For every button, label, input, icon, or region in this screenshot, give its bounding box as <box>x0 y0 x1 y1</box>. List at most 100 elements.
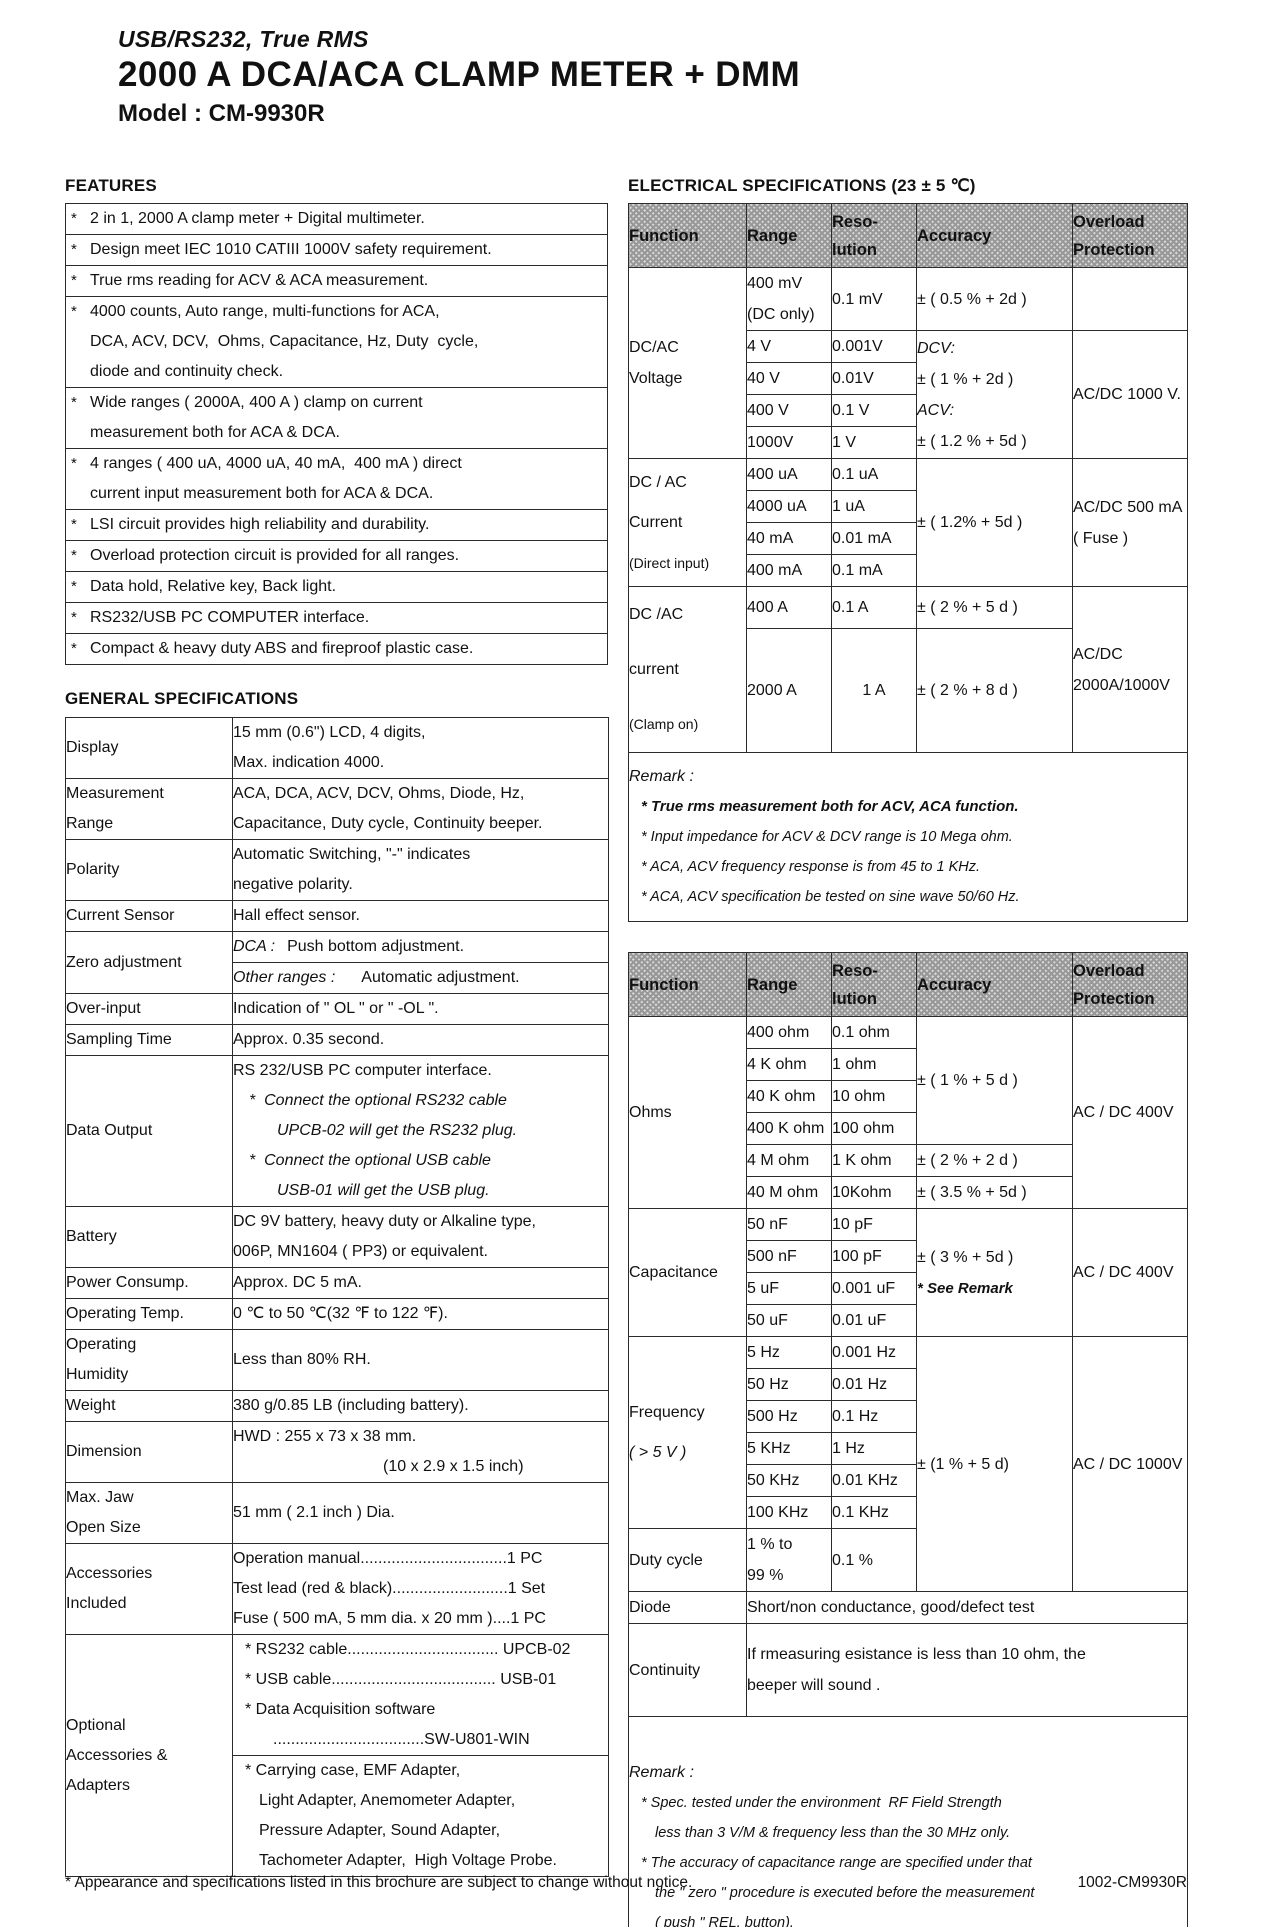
resolution-cell: 1 A <box>831 628 917 753</box>
resolution-cell: 0.1 uA <box>831 458 917 491</box>
resolution-cell: 0.001 Hz <box>831 1336 917 1369</box>
spec-value: 0 ℃ to 50 ℃(32 ℉ to 122 ℉). <box>232 1298 609 1330</box>
range-cell: 400 K ohm <box>746 1112 832 1145</box>
col-accuracy: Accuracy <box>916 952 1073 1017</box>
range-cell: 2000 A <box>746 628 832 753</box>
spec-value: Indication of " OL " or " -OL ". <box>232 993 609 1025</box>
spec-row-over-input: Over-input Indication of " OL " or " -OL… <box>65 993 609 1025</box>
spec-row-battery: Battery DC 9V battery, heavy duty or Alk… <box>65 1206 609 1268</box>
remark-line-cont: the " zero " procedure is executed befor… <box>655 1885 1035 1901</box>
function-capacitance: Capacitance <box>628 1208 747 1337</box>
see-remark-note: * See Remark <box>917 1279 1013 1297</box>
electrical-specs-heading: ELECTRICAL SPECIFICATIONS (23 ± 5 ℃) <box>628 176 976 195</box>
range-cell: 4000 uA <box>746 490 832 523</box>
range-cell: 50 Hz <box>746 1368 832 1401</box>
col-function: Function <box>628 952 747 1017</box>
remark-title: Remark : <box>629 768 694 785</box>
spec-row-polarity: Polarity Automatic Switching, "-" indica… <box>65 839 609 901</box>
remark-line: * ACA, ACV specification be tested on si… <box>641 889 1020 905</box>
resolution-cell: 0.1 mA <box>831 554 917 587</box>
zero-dca-label: DCA : <box>233 938 276 955</box>
spec-value: Other ranges : Automatic adjustment. <box>232 962 609 994</box>
resolution-cell: 100 ohm <box>831 1112 917 1145</box>
remark-line: * Input impedance for ACV & DCV range is… <box>641 829 1013 845</box>
remark-row-2: Remark : * Spec. tested under the enviro… <box>628 1716 1188 1927</box>
overload-cell: AC / DC 1000V <box>1072 1336 1188 1592</box>
remark-title: Remark : <box>629 1764 694 1781</box>
row-diode: Diode Short/non conductance, good/defect… <box>628 1591 1188 1624</box>
accuracy-cell-merged: ± (1 % + 5 d) <box>916 1336 1073 1592</box>
col-overload: Overload Protection <box>1072 952 1188 1017</box>
features-heading: FEATURES <box>65 176 157 195</box>
range-cell: 400 V <box>746 394 832 427</box>
range-cell: 1000V <box>746 426 832 459</box>
feature-item-cont: current input measurement both for ACA &… <box>90 485 434 502</box>
row-freq-5hz: Frequency( > 5 V ) 5 Hz 0.001 Hz ± (1 % … <box>628 1336 1188 1592</box>
range-cell: 4 K ohm <box>746 1048 832 1081</box>
spec-value: HWD : 255 x 73 x 38 mm. (10 x 2.9 x 1.5 i… <box>232 1421 609 1483</box>
feature-row: * 2 in 1, 2000 A clamp meter + Digital mu… <box>65 203 608 235</box>
spec-label: Current Sensor <box>65 900 233 932</box>
resolution-cell: 0.1 KHz <box>831 1496 917 1529</box>
table-header-row: Function Range Reso-lution Accuracy Over… <box>628 203 1188 268</box>
spec-label: Battery <box>65 1206 233 1268</box>
row-cap-5uf: 5 uF 0.001 uF <box>629 1272 1188 1305</box>
table-header-row: Function Range Reso-lution Accuracy Over… <box>628 952 1188 1017</box>
feature-row: * Overload protection circuit is provided… <box>65 540 608 572</box>
col-overload: Overload Protection <box>1072 203 1188 268</box>
spec-row-max-jaw: Max. Jaw Open Size 51 mm ( 2.1 inch ) Dia… <box>65 1482 609 1544</box>
col-resolution: Reso-lution <box>831 952 917 1017</box>
row-cap-50nf: Capacitance 50 nF 10 pF ± ( 3 % + 5d ) *… <box>628 1208 1188 1337</box>
spec-value: RS 232/USB PC computer interface. * Conn… <box>232 1055 609 1207</box>
spec-label: Operating Temp. <box>65 1298 233 1330</box>
bullet-star: * <box>71 272 77 289</box>
spec-value: ACA, DCA, ACV, DCV, Ohms, Diode, Hz, Capa… <box>232 778 609 840</box>
feature-item: * LSI circuit provides high reliability a… <box>66 510 607 540</box>
spec-row-zero-adjustment-other: Other ranges : Automatic adjustment. <box>66 962 609 994</box>
remark-row-1: Remark : * True rms measurement both for… <box>628 752 1188 922</box>
col-range: Range <box>746 203 832 268</box>
accuracy-cell-merged: DCV: ± ( 1 % + 2d ) ACV: ± ( 1.2 % + 5d … <box>916 330 1073 459</box>
document-header: USB/RS232, True RMS 2000 A DCA/ACA CLAMP… <box>118 26 800 128</box>
range-cell: 400 uA <box>746 458 832 491</box>
spec-label: Accessories Included <box>65 1543 233 1635</box>
resolution-cell: 0.1 ohm <box>831 1016 917 1049</box>
range-cell: 50 nF <box>746 1208 832 1241</box>
accuracy-cell-merged: ± ( 1 % + 5 d ) <box>916 1016 1073 1145</box>
resolution-cell: 10Kohm <box>831 1176 917 1209</box>
resolution-cell: 10 pF <box>831 1208 917 1241</box>
continuity-value: If rmeasuring esistance is less than 10 … <box>746 1623 1188 1717</box>
row-voltage-400mv: DC/AC Voltage 400 mV (DC only) 0.1 mV ± ( … <box>628 267 1188 459</box>
row-freq-500hz: 500 Hz 0.1 Hz <box>629 1400 1188 1433</box>
row-cap-50uf: 50 uF 0.01 uF <box>629 1304 1188 1337</box>
range-cell: 500 nF <box>746 1240 832 1273</box>
bullet-star: * <box>71 609 77 626</box>
spec-row-data-output: Data Output RS 232/USB PC computer inter… <box>65 1055 609 1207</box>
resolution-cell: 0.001 uF <box>831 1272 917 1305</box>
resolution-cell: 1 V <box>831 426 917 459</box>
right-column: ELECTRICAL SPECIFICATIONS (23 ± 5 ℃) Fun… <box>628 176 1188 1927</box>
spec-label: Dimension <box>65 1421 233 1483</box>
spec-value: 380 g/0.85 LB (including battery). <box>232 1390 609 1422</box>
accuracy-cell: ± ( 0.5 % + 2d ) <box>916 267 1073 331</box>
feature-item: * Design meet IEC 1010 CATIII 1000V safet… <box>66 235 607 265</box>
resolution-cell: 0.1 A <box>831 585 917 630</box>
feature-item: * Compact & heavy duty ABS and fireproof … <box>66 634 607 664</box>
spec-row-zero-adjustment: Zero adjustment DCA : Push bottom adjustm… <box>65 931 609 994</box>
row-ohm-4k: 4 K ohm 1 ohm <box>629 1048 1188 1081</box>
row-voltage-4v: 4 V 0.001V DCV: ± ( 1 % + 2d ) ACV: ± ( … <box>629 330 1188 459</box>
remark-line: * The accuracy of capacitance range are … <box>641 1855 1032 1871</box>
range-cell: 40 M ohm <box>746 1176 832 1209</box>
feature-row: * Wide ranges ( 2000A, 400 A ) clamp on c… <box>65 387 608 449</box>
accuracy-cell: ± ( 2 % + 8 d ) <box>916 628 1073 753</box>
spec-label: Zero adjustment <box>65 931 233 994</box>
range-cell: 40 mA <box>746 522 832 555</box>
spec-value: DCA : Push bottom adjustment. <box>232 931 609 963</box>
page-footer: * Appearance and specifications listed i… <box>65 1874 1187 1892</box>
range-cell: 5 Hz <box>746 1336 832 1369</box>
remark-line: * Spec. tested under the environment RF … <box>641 1795 1002 1811</box>
range-cell: 100 KHz <box>746 1496 832 1529</box>
row-freq-5khz: 5 KHz 1 Hz <box>629 1432 1188 1465</box>
feature-item: * Wide ranges ( 2000A, 400 A ) clamp on c… <box>66 388 607 418</box>
